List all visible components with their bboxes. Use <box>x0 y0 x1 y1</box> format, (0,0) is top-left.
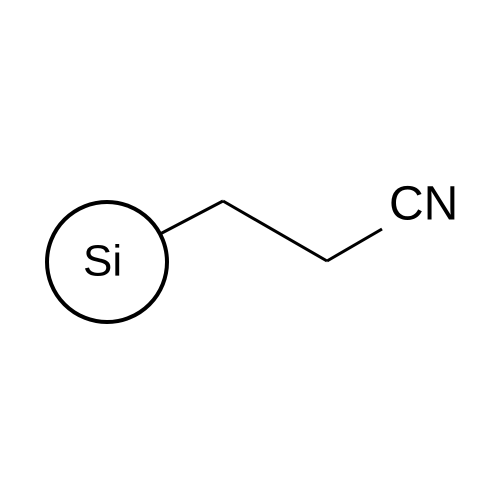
cyanide-label: CN <box>389 178 458 231</box>
diagram-background <box>0 0 500 500</box>
silicon-label: Si <box>83 237 122 286</box>
chemical-structure-diagram: Si CN <box>0 0 500 500</box>
